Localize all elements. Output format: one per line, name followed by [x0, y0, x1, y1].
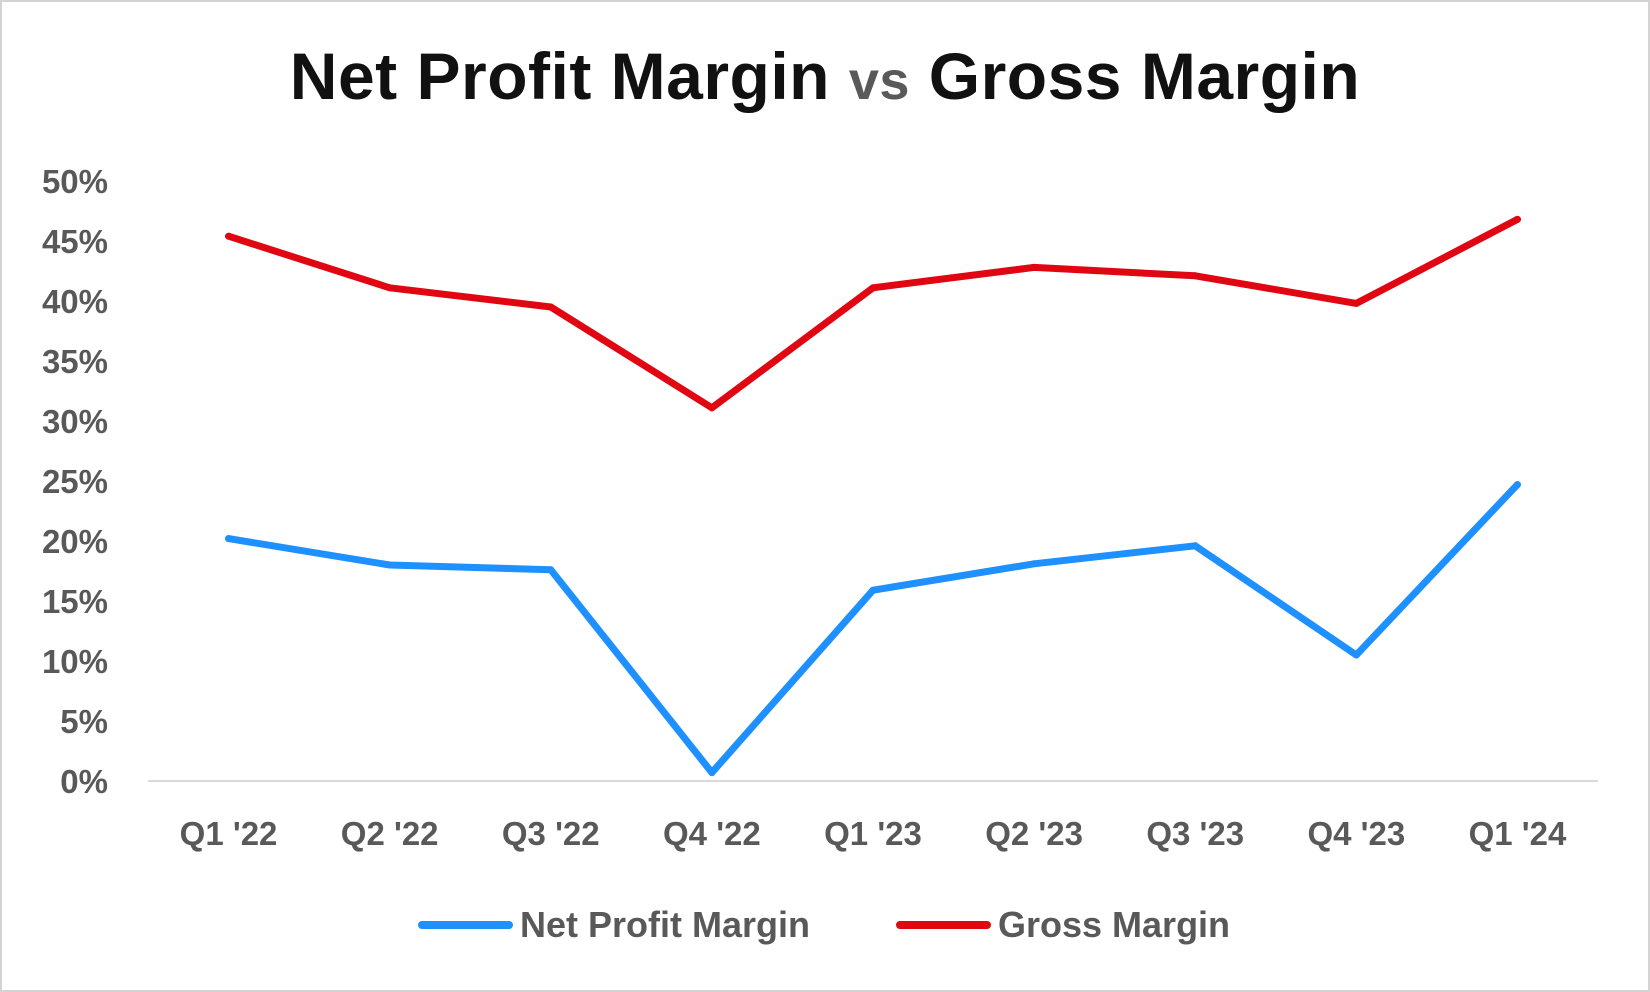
data-point	[225, 535, 233, 543]
data-point	[547, 303, 555, 311]
data-point	[1191, 542, 1199, 550]
series-lines	[225, 215, 1521, 777]
data-point	[1030, 263, 1038, 271]
data-point	[386, 284, 394, 292]
data-point	[708, 769, 716, 777]
data-point	[225, 232, 233, 240]
data-point	[1352, 299, 1360, 307]
data-point	[869, 586, 877, 594]
x-axis-labels: Q1 '22 Q2 '22 Q3 '22 Q4 '22 Q1 '23 Q2 '23 Q3 '…	[180, 815, 1567, 852]
x-tick-label: Q3 '22	[502, 815, 600, 852]
y-tick-label: 35%	[42, 343, 108, 380]
y-tick-label: 0%	[60, 763, 108, 800]
series-line-net-profit-margin	[225, 481, 1521, 777]
y-tick-label: 15%	[42, 583, 108, 620]
series-line-gross-margin	[225, 215, 1521, 412]
data-point	[1030, 560, 1038, 568]
legend-label: Net Profit Margin	[520, 904, 810, 945]
data-point	[1352, 651, 1360, 659]
chart-title-part1: Net Profit Margin	[289, 39, 830, 113]
x-tick-label: Q4 '22	[663, 815, 761, 852]
data-point	[869, 284, 877, 292]
x-tick-label: Q1 '23	[824, 815, 922, 852]
data-point	[1513, 215, 1521, 223]
y-tick-label: 10%	[42, 643, 108, 680]
x-tick-label: Q2 '22	[341, 815, 439, 852]
y-tick-label: 20%	[42, 523, 108, 560]
chart-title-vs: vs	[848, 51, 910, 111]
data-point	[1191, 272, 1199, 280]
y-tick-label: 5%	[60, 703, 108, 740]
data-point	[547, 566, 555, 574]
chart-title: Net Profit Margin vs Gross Margin	[0, 38, 1650, 114]
legend-label: Gross Margin	[998, 904, 1230, 945]
x-tick-label: Q1 '22	[180, 815, 278, 852]
x-tick-label: Q1 '24	[1469, 815, 1567, 852]
y-tick-label: 50%	[42, 163, 108, 200]
data-point	[386, 561, 394, 569]
y-axis-labels: 0% 5% 10% 15% 20% 25% 30% 35% 40% 45% 50%	[42, 163, 108, 800]
y-tick-label: 25%	[42, 463, 108, 500]
y-tick-label: 45%	[42, 223, 108, 260]
data-point	[1513, 481, 1521, 489]
y-tick-label: 40%	[42, 283, 108, 320]
x-tick-label: Q2 '23	[985, 815, 1083, 852]
y-tick-label: 30%	[42, 403, 108, 440]
x-tick-label: Q4 '23	[1307, 815, 1405, 852]
chart-title-part2: Gross Margin	[928, 39, 1361, 113]
legend: Net Profit Margin Gross Margin	[418, 904, 1230, 945]
x-tick-label: Q3 '23	[1146, 815, 1244, 852]
data-point	[708, 404, 716, 412]
